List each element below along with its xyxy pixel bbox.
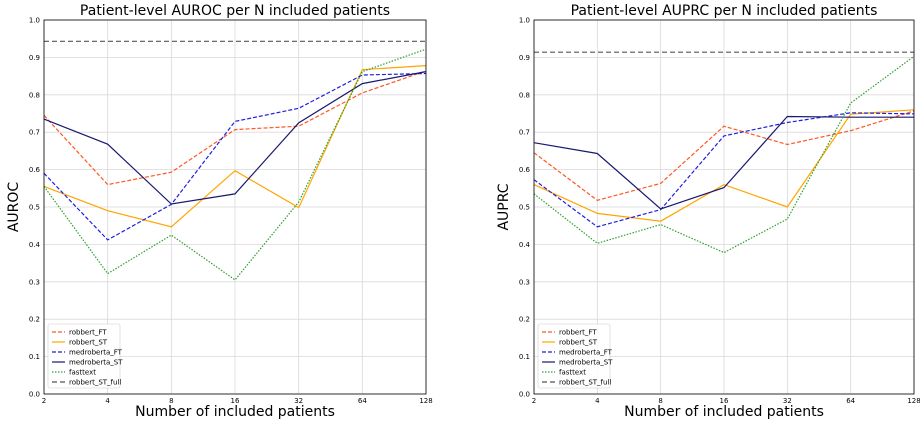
y-tick-label: 0.4 [519,241,531,249]
y-tick-label: 0.2 [519,316,530,324]
legend-label: robbert_FT [69,329,107,337]
plot-area-frame [43,19,427,395]
y-tick-label: 0.4 [29,241,41,249]
y-tick-label: 0.0 [29,391,40,399]
legend-box [537,323,611,389]
y-tick-label: 1.0 [29,17,40,25]
chart-title: Patient-level AUROC per N included patie… [80,3,390,19]
x-tick-label: 4 [105,397,110,405]
x-tick-label: 64 [358,397,367,405]
x-axis-label: Number of included patients [135,404,335,420]
x-tick-label: 2 [532,397,536,405]
y-tick-label: 0.8 [519,91,530,99]
x-tick-label: 32 [294,397,303,405]
series-line-robbert-st [43,65,427,228]
y-tick-label: 0.9 [29,54,40,62]
y-tick-label: 0.5 [29,204,40,212]
y-tick-label: 0.1 [519,353,530,361]
legend-label: medroberta_FT [69,349,123,357]
y-tick-label: 0.5 [519,204,530,212]
legend-label: robbert_ST [69,339,108,347]
x-tick-label: 128 [419,397,432,405]
legend-label: robbert_FT [559,329,597,337]
series-line-medroberta-st [533,115,914,210]
series-line-medroberta-st [43,71,427,205]
y-tick-label: 0.7 [29,129,40,137]
y-tick-label: 0.3 [29,278,40,286]
legend-label: medroberta_FT [559,349,613,357]
y-tick-label: 1.0 [519,17,530,25]
y-tick-label: 0.2 [29,316,40,324]
legend-label: robbert_ST_full [559,379,611,387]
legend-label: medroberta_ST [69,359,123,367]
series-line-medroberta-ft [533,112,915,228]
y-tick-label: 0.7 [519,129,530,137]
series-line-medroberta-ft [43,72,427,241]
legend-label: robbert_ST_full [69,379,121,387]
x-tick-label: 16 [231,397,240,405]
x-tick-label: 16 [720,397,729,405]
x-axis-label: Number of included patients [624,404,824,420]
legend-label: robbert_ST [559,339,598,347]
y-tick-label: 0.6 [29,166,41,174]
auprc-chart: 0.0 0.1 0.2 0.3 0.4 0.5 0.6 0.7 0.8 0.9 1.0 2 4 8 16 32… [496,3,920,420]
legend-label: fasttext [69,369,96,377]
x-tick-label: 64 [846,397,855,405]
legend-box [47,323,121,389]
x-tick-label: 4 [595,397,600,405]
y-tick-label: 0.8 [29,91,40,99]
y-tick-label: 0.9 [519,54,530,62]
y-tick-label: 0.0 [519,391,530,399]
y-tick-label: 0.6 [519,166,531,174]
y-axis-label: AUROC [6,182,22,233]
legend-label: medroberta_ST [559,359,613,367]
chart-title: Patient-level AUPRC per N included patie… [571,3,878,19]
y-tick-label: 0.1 [29,353,40,361]
series-line-robbert-st [533,109,915,222]
x-tick-label: 8 [658,397,662,405]
auroc-chart: 0.0 0.1 0.2 0.3 0.4 0.5 0.6 0.7 0.8 0.9 1.0 2 4 8 16 32… [6,3,433,420]
legend-label: fasttext [559,369,586,377]
x-tick-label: 8 [169,397,173,405]
plot-area-frame [533,19,915,395]
y-tick-label: 0.3 [519,278,530,286]
series-line-robbert-ft [43,70,427,186]
x-tick-label: 32 [783,397,792,405]
x-tick-label: 128 [907,397,920,405]
y-axis-label: AUPRC [496,183,512,230]
x-tick-label: 2 [42,397,46,405]
series-line-robbert-ft [533,110,915,201]
